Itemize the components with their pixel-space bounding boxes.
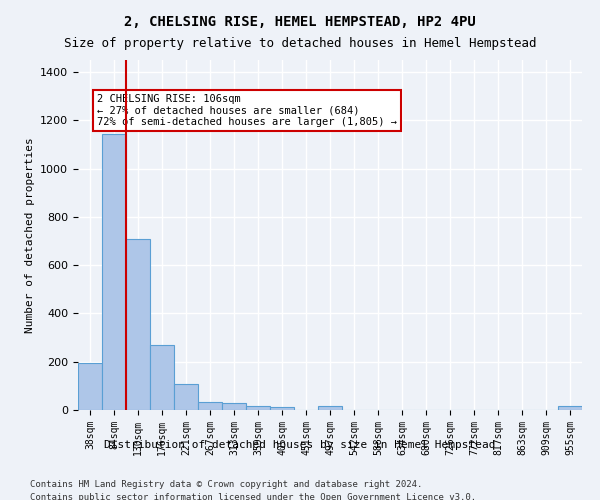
- Bar: [198, 402, 222, 410]
- Text: Size of property relative to detached houses in Hemel Hempstead: Size of property relative to detached ho…: [64, 38, 536, 51]
- Bar: [558, 406, 582, 410]
- Bar: [222, 404, 246, 410]
- Text: Distribution of detached houses by size in Hemel Hempstead: Distribution of detached houses by size …: [104, 440, 496, 450]
- Y-axis label: Number of detached properties: Number of detached properties: [25, 137, 35, 333]
- Bar: [102, 134, 126, 410]
- Bar: [126, 238, 150, 410]
- Bar: [174, 384, 198, 410]
- Text: Contains public sector information licensed under the Open Government Licence v3: Contains public sector information licen…: [30, 492, 476, 500]
- Bar: [78, 363, 102, 410]
- Bar: [318, 406, 342, 410]
- Text: 2 CHELSING RISE: 106sqm
← 27% of detached houses are smaller (684)
72% of semi-d: 2 CHELSING RISE: 106sqm ← 27% of detache…: [97, 94, 397, 127]
- Text: 2, CHELSING RISE, HEMEL HEMPSTEAD, HP2 4PU: 2, CHELSING RISE, HEMEL HEMPSTEAD, HP2 4…: [124, 15, 476, 29]
- Bar: [150, 345, 174, 410]
- Text: Contains HM Land Registry data © Crown copyright and database right 2024.: Contains HM Land Registry data © Crown c…: [30, 480, 422, 489]
- Bar: [246, 406, 270, 410]
- Bar: [270, 407, 294, 410]
